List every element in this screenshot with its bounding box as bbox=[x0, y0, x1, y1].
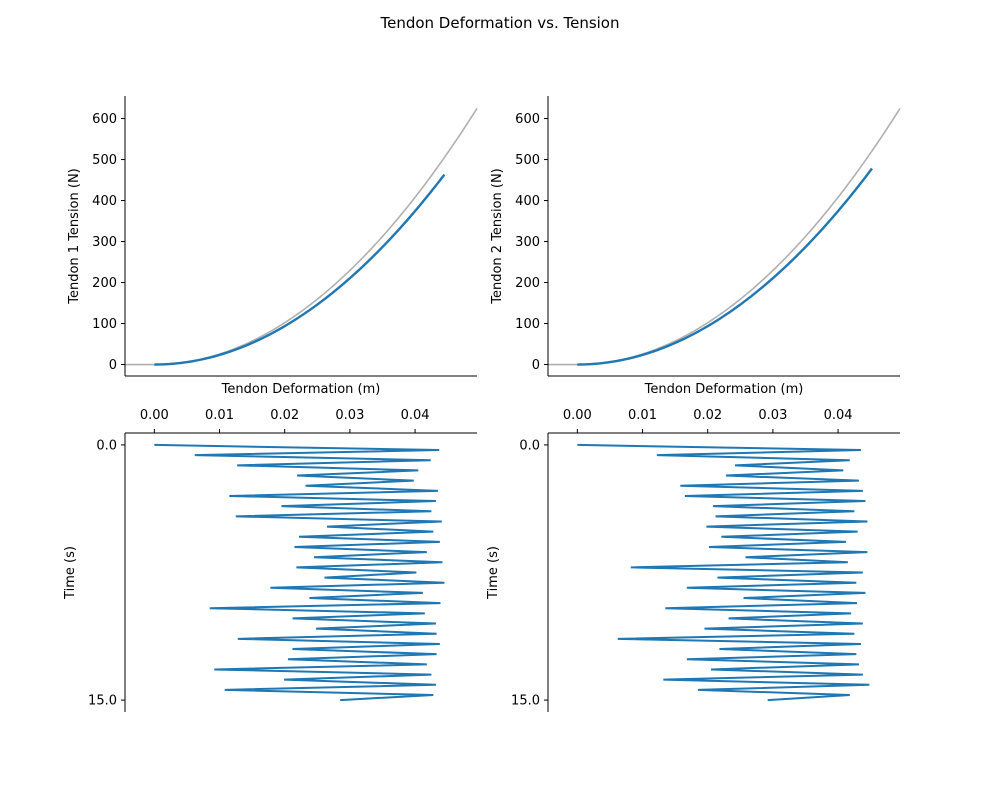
reference-curve bbox=[548, 107, 901, 366]
x-tick-label: 0.04 bbox=[401, 408, 430, 423]
y-axis-label: Time (s) bbox=[63, 546, 78, 600]
chart-bottom-left: 0.00 0.01 0.02 0.03 0.04 0.0 15.0 Time (s) bbox=[63, 408, 477, 712]
y-tick-label: 400 bbox=[515, 194, 540, 209]
figure-title: Tendon Deformation vs. Tension bbox=[379, 14, 619, 32]
y-tick-label: 500 bbox=[515, 153, 540, 168]
y-tick-label: 600 bbox=[515, 112, 540, 127]
data-curve bbox=[154, 173, 446, 366]
y-tick-label: 300 bbox=[92, 235, 117, 250]
chart-top-right: 0 100 200 300 400 500 600 Tendon Deformation (m… bbox=[490, 96, 901, 397]
x-tick-label: 0.02 bbox=[693, 408, 722, 423]
deformation-series-line bbox=[577, 443, 870, 702]
x-tick-label: 0.01 bbox=[628, 408, 657, 423]
y-tick-label: 0 bbox=[109, 358, 117, 373]
y-tick-label: 0.0 bbox=[519, 438, 540, 453]
y-tick-label: 200 bbox=[515, 276, 540, 291]
y-axis-label: Time (s) bbox=[486, 546, 501, 600]
y-tick-label: 100 bbox=[92, 317, 117, 332]
x-axis-label: Tendon Deformation (m) bbox=[221, 382, 381, 397]
x-tick-label: 0.03 bbox=[758, 408, 787, 423]
y-tick-label: 300 bbox=[515, 235, 540, 250]
reference-curve bbox=[125, 107, 478, 366]
x-tick-label: 0.00 bbox=[140, 408, 169, 423]
y-tick-label: 100 bbox=[515, 317, 540, 332]
x-tick-label: 0.04 bbox=[824, 408, 853, 423]
x-tick-label: 0.01 bbox=[205, 408, 234, 423]
y-tick-label: 200 bbox=[92, 276, 117, 291]
x-tick-label: 0.00 bbox=[563, 408, 592, 423]
y-tick-label: 15.0 bbox=[88, 694, 117, 709]
y-tick-label: 15.0 bbox=[511, 694, 540, 709]
y-axis-label: Tendon 2 Tension (N) bbox=[490, 168, 505, 305]
chart-bottom-right: 0.00 0.01 0.02 0.03 0.04 0.0 15.0 Time (s) bbox=[486, 408, 900, 712]
chart-top-left: 0 100 200 300 400 500 600 Tendon Deformation (m… bbox=[67, 96, 478, 397]
y-tick-label: 600 bbox=[92, 112, 117, 127]
x-tick-label: 0.03 bbox=[335, 408, 364, 423]
x-axis-label: Tendon Deformation (m) bbox=[644, 382, 804, 397]
data-curve bbox=[577, 167, 873, 366]
y-tick-label: 0 bbox=[532, 358, 540, 373]
y-tick-label: 500 bbox=[92, 153, 117, 168]
y-tick-label: 400 bbox=[92, 194, 117, 209]
y-axis-label: Tendon 1 Tension (N) bbox=[67, 168, 82, 305]
y-tick-label: 0.0 bbox=[96, 438, 117, 453]
deformation-series-line bbox=[154, 443, 445, 702]
x-tick-label: 0.02 bbox=[270, 408, 299, 423]
